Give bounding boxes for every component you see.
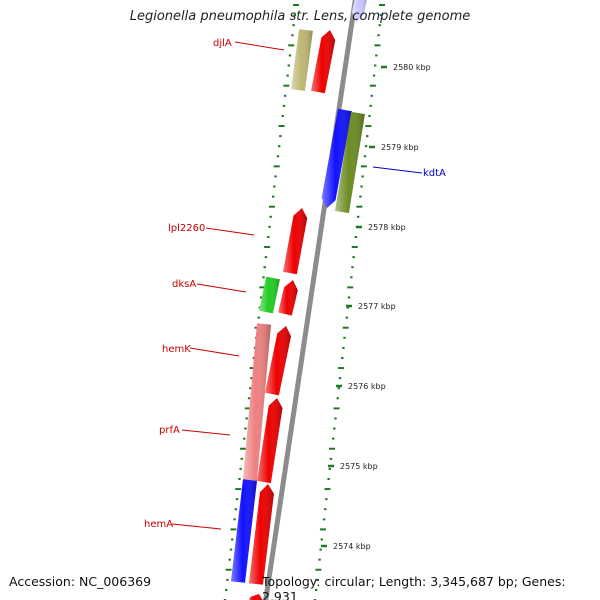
gene-arrow-bottom-shading <box>249 594 263 600</box>
gene-label: lpl2260 <box>168 223 205 234</box>
scale-label: 2576 kbp <box>348 382 386 391</box>
gene-label-leader <box>372 166 423 174</box>
genome-backbone <box>263 0 358 600</box>
scale-label: 2577 kbp <box>358 302 396 311</box>
map-title: Legionella pneumophila str. Lens, comple… <box>129 9 471 24</box>
gene-arrow-prfA-shading <box>257 398 283 484</box>
scale-label: 2579 kbp <box>381 143 419 152</box>
gene-label-leader <box>205 227 255 236</box>
gene-label-leader <box>196 283 247 293</box>
gene-label: hemA <box>144 519 173 530</box>
gene-arrow-partial-shading <box>352 0 367 22</box>
gene-label: prfA <box>159 425 180 436</box>
gene-arrow-dksA-shading <box>278 280 298 316</box>
scale-label: 2580 kbp <box>393 63 431 72</box>
scale-label: 2575 kbp <box>340 462 378 471</box>
gene-bar-djlA-companion-shading <box>291 29 313 91</box>
gene-label: kdtA <box>423 168 446 179</box>
gene-arrow-lpl2260-shading <box>283 208 308 275</box>
accession-text: Accession: NC_006369 <box>9 574 152 589</box>
gene-label-leader <box>181 429 231 436</box>
scale-label: 2578 kbp <box>368 223 406 232</box>
gene-label-leader <box>234 41 285 51</box>
gene-label: dksA <box>172 279 196 290</box>
gene-arrow-hemK-shading <box>265 326 291 396</box>
genome-summary-text: Topology: circular; Length: 3,345,687 bp… <box>262 574 566 600</box>
gene-label-leader <box>189 347 240 357</box>
gene-arrow-hemA-shading <box>249 484 274 585</box>
gene-arrow-djlA-shading <box>311 30 336 94</box>
gene-arrow-kdtA-shading <box>321 108 352 208</box>
gene-label-leader <box>171 523 222 530</box>
gene-bar-kdtA-companion-shading <box>335 111 365 214</box>
gene-bar-hemK-shading <box>243 323 271 481</box>
gene-label: hemK <box>162 344 191 355</box>
gene-bar-dksA-shading <box>259 276 280 314</box>
scale-label: 2574 kbp <box>333 542 371 551</box>
gene-label: djlA <box>213 38 232 49</box>
gene-bar-hemA-shading <box>231 479 257 583</box>
